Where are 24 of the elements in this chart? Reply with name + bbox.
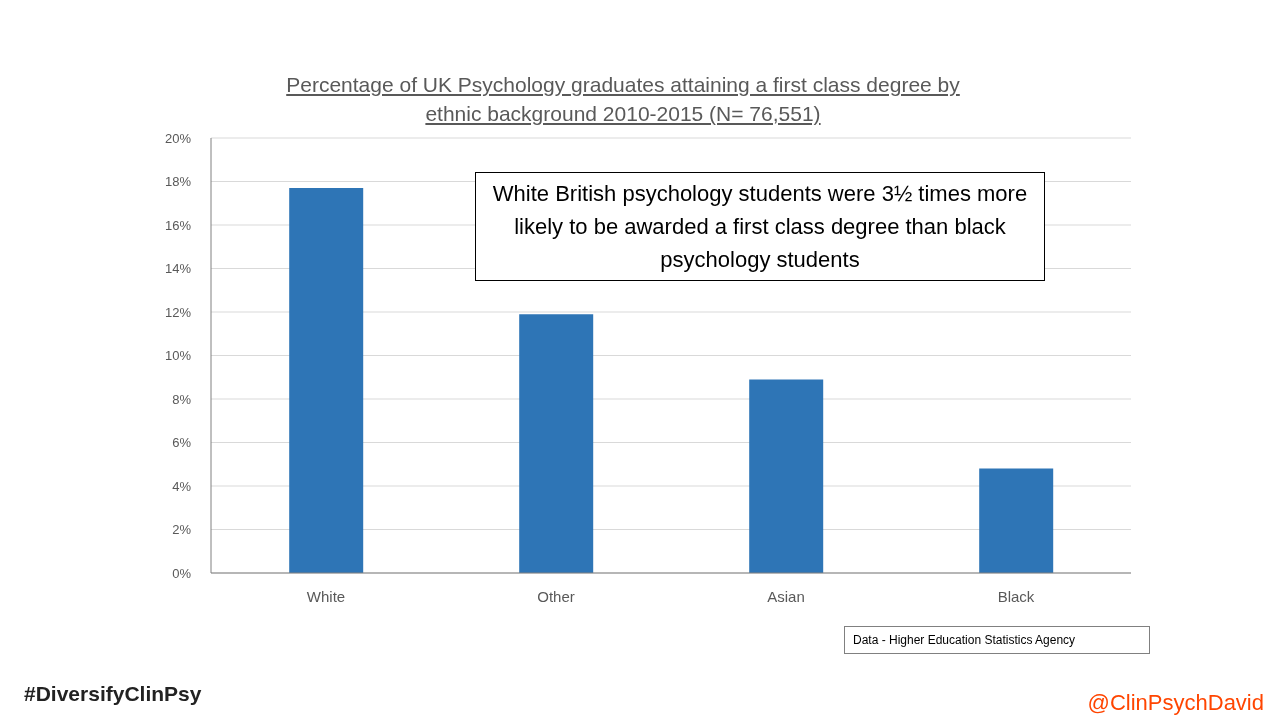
y-tick-label: 14% [164,261,192,277]
bar [289,188,364,573]
y-tick-label: 4% [172,478,192,494]
y-tick-label: 10% [164,348,192,364]
y-tick-label: 8% [172,391,192,407]
bar [749,379,824,573]
y-tick-label: 16% [164,217,192,233]
y-tick-label: 6% [172,435,192,451]
annotation: White British psychology students were 3½ times more likely to be awarded a first class degree than black psychology students [475,172,1045,281]
y-tick-label: 12% [164,304,192,320]
y-tick-label: 18% [164,174,192,190]
x-tick-label: Asian [767,587,805,605]
text: Data - Higher Education Statistics Agency [844,626,1150,654]
x-tick-label: White [306,587,346,605]
text: #DiversifyClinPsy [24,682,202,706]
text: @ClinPsychDavid [1087,690,1264,716]
y-tick-label: 0% [172,565,192,581]
y-tick-label: 2% [172,522,192,538]
bar [979,468,1054,573]
y-tick-label: 20% [164,130,192,146]
x-tick-label: Other [537,587,575,605]
bar [519,314,594,573]
x-tick-label: Black [997,587,1035,605]
chart-title: Percentage of UK Psychology graduates attaining a first class degree by ethnic background 2010-2015 (N= 76,551) [285,72,961,127]
